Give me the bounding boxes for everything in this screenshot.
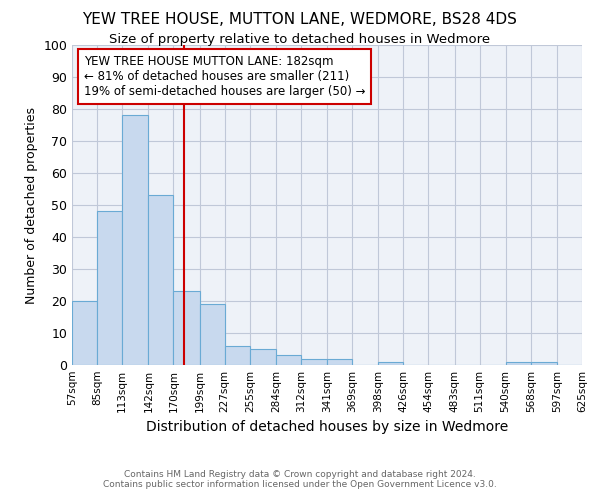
Text: Contains HM Land Registry data © Crown copyright and database right 2024.
Contai: Contains HM Land Registry data © Crown c… <box>103 470 497 489</box>
Text: YEW TREE HOUSE MUTTON LANE: 182sqm
← 81% of detached houses are smaller (211)
19: YEW TREE HOUSE MUTTON LANE: 182sqm ← 81%… <box>83 54 365 98</box>
Bar <box>327 358 352 365</box>
Bar <box>173 292 199 365</box>
Y-axis label: Number of detached properties: Number of detached properties <box>25 106 38 304</box>
Bar <box>148 196 173 365</box>
X-axis label: Distribution of detached houses by size in Wedmore: Distribution of detached houses by size … <box>146 420 508 434</box>
Bar <box>199 304 224 365</box>
Bar <box>276 356 301 365</box>
Bar <box>506 362 531 365</box>
Text: YEW TREE HOUSE, MUTTON LANE, WEDMORE, BS28 4DS: YEW TREE HOUSE, MUTTON LANE, WEDMORE, BS… <box>83 12 517 28</box>
Bar <box>301 358 327 365</box>
Bar <box>122 116 148 365</box>
Bar <box>531 362 557 365</box>
Bar <box>378 362 403 365</box>
Bar <box>224 346 250 365</box>
Bar <box>97 212 122 365</box>
Text: Size of property relative to detached houses in Wedmore: Size of property relative to detached ho… <box>109 32 491 46</box>
Bar <box>72 301 97 365</box>
Bar <box>250 349 276 365</box>
